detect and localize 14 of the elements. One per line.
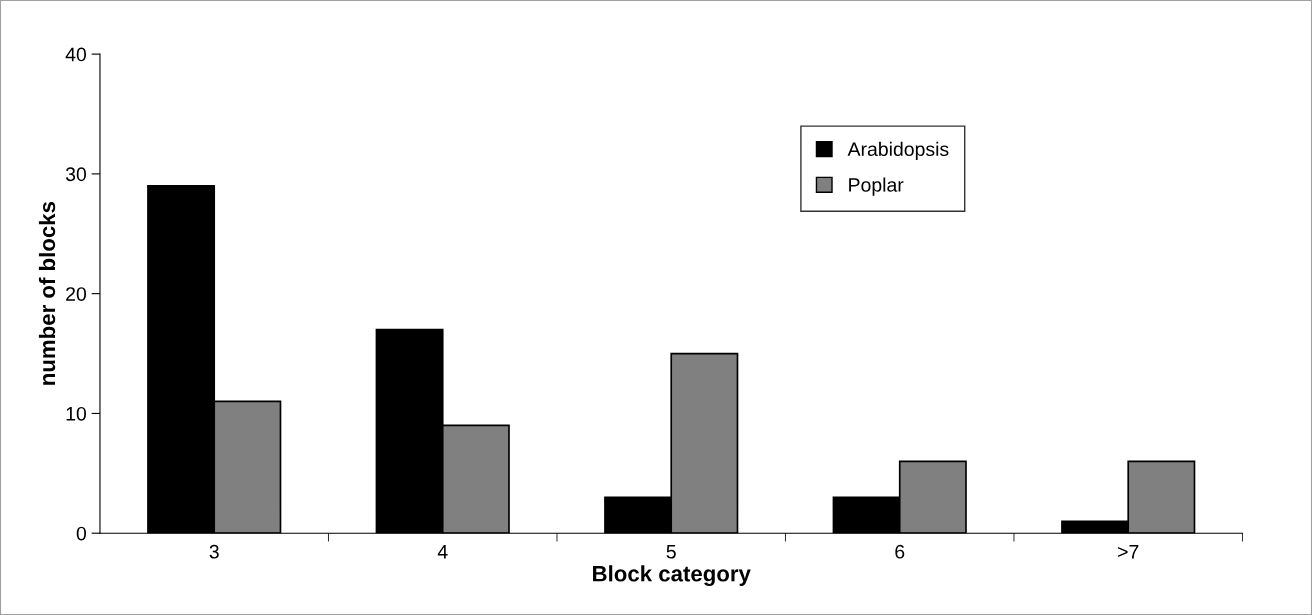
x-axis-title: Block category [593,565,751,587]
y-tick-label: 30 [65,167,87,182]
legend-label: Poplar [849,177,904,196]
x-tick-label: 4 [437,545,448,559]
x-tick-label: 5 [666,545,676,559]
legend-label: Arabidopsis [847,141,949,160]
y-axis-title: number of blocks [38,201,56,385]
y-tick-label: 10 [66,406,87,421]
y-tick-label: 40 [65,47,87,62]
y-tick-label: 20 [66,287,87,301]
x-tick-label: 6 [895,544,905,559]
y-tick-label: 0 [76,526,87,541]
x-tick-label: 3 [209,544,219,559]
x-tick-label: >7 [1118,545,1139,559]
